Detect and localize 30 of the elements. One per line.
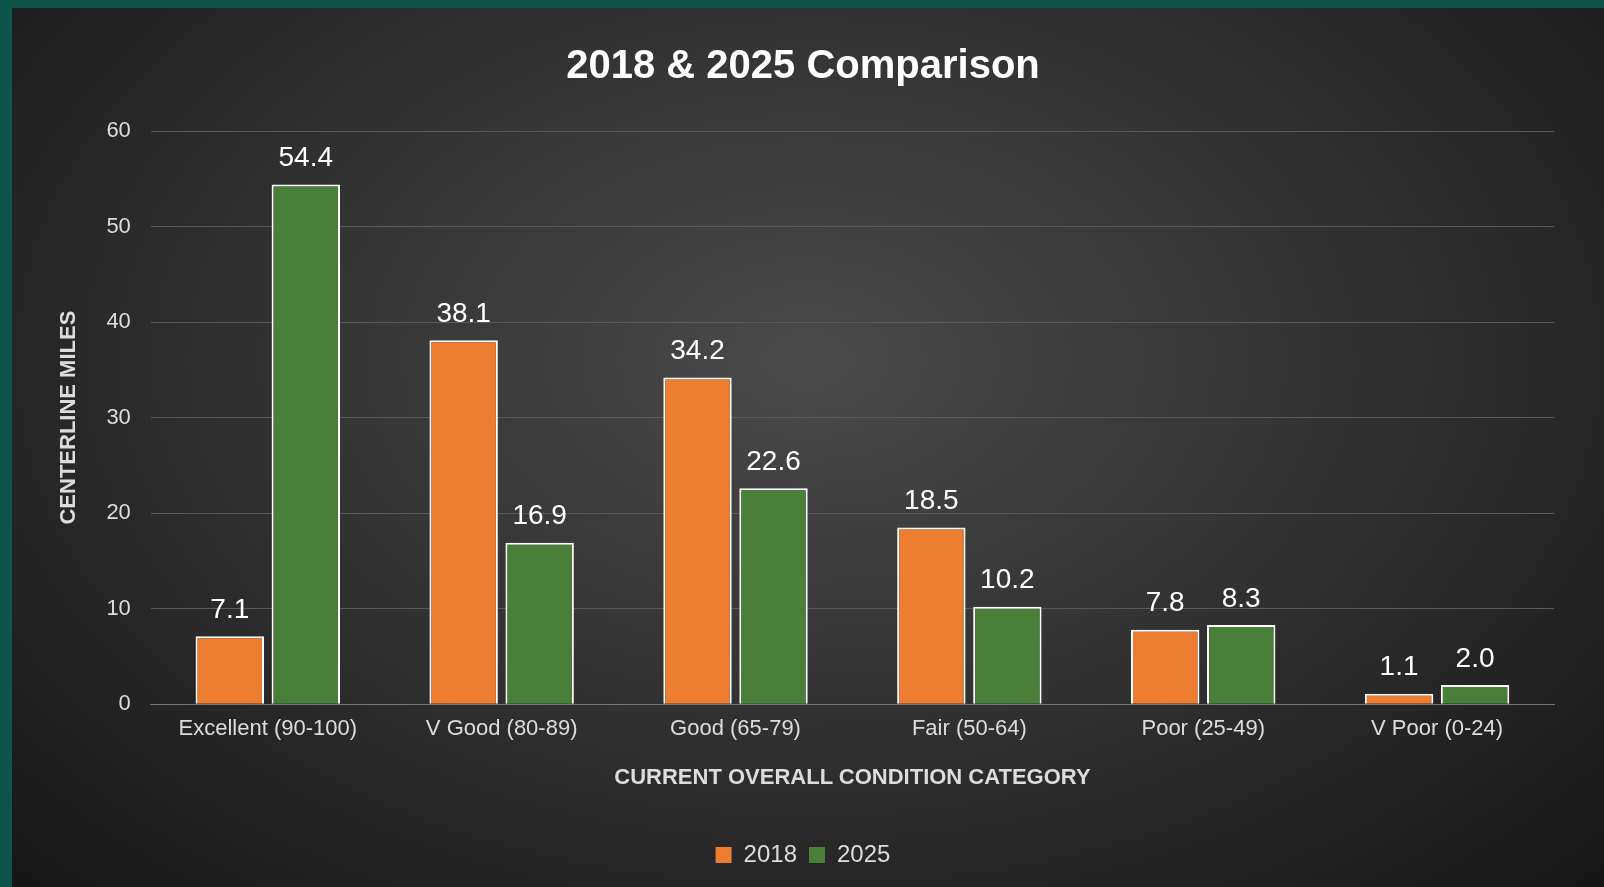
y-tick-label: 0 <box>118 690 131 716</box>
y-tick-label: 30 <box>106 403 131 429</box>
text: 1.1 <box>1379 650 1419 682</box>
text: 16.9 <box>512 499 567 531</box>
x-tick-label: Excellent (90-100) <box>178 715 358 741</box>
text: 2.0 <box>1455 641 1495 673</box>
text: 7.8 <box>1145 586 1185 618</box>
x-tick-label: V Good (80-89) <box>425 715 578 741</box>
x-tick-label: Fair (50-64) <box>911 715 1027 741</box>
text: 34.2 <box>670 334 725 366</box>
text: 38.1 <box>436 296 491 328</box>
y-axis-title: CENTERLINE MILES <box>55 310 81 525</box>
legend-label: 2018 <box>743 839 797 867</box>
text: 7.1 <box>210 593 250 625</box>
text: 18.5 <box>904 484 959 516</box>
y-tick-label: 20 <box>106 499 131 525</box>
x-tick-label: Poor (25-49) <box>1141 715 1265 741</box>
y-tick-label: 10 <box>106 594 131 620</box>
text: 22.6 <box>746 445 801 477</box>
chart-title: 2018 & 2025 Comparison <box>566 42 1040 87</box>
y-tick-label: 40 <box>106 308 131 334</box>
y-tick-label: 60 <box>106 117 131 143</box>
text: 10.2 <box>980 563 1035 595</box>
x-axis-title: CURRENT OVERALL CONDITION CATEGORY <box>614 763 1091 789</box>
legend-label: 2025 <box>837 839 891 867</box>
x-tick-label: Good (65-79) <box>670 715 801 741</box>
x-tick-label: V Poor (0-24) <box>1371 715 1504 741</box>
text: 8.3 <box>1221 581 1261 613</box>
text: 54.4 <box>278 141 334 173</box>
y-tick-label: 50 <box>106 212 131 238</box>
